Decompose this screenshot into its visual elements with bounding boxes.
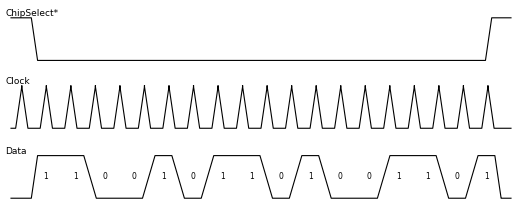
Text: 1: 1 xyxy=(161,172,166,181)
Text: 0: 0 xyxy=(366,172,372,181)
Text: Clock: Clock xyxy=(5,77,30,86)
Text: 0: 0 xyxy=(191,172,195,181)
Text: ChipSelect*: ChipSelect* xyxy=(5,9,58,18)
Text: 1: 1 xyxy=(73,172,78,181)
Text: 0: 0 xyxy=(278,172,283,181)
Text: Data: Data xyxy=(5,147,27,156)
Text: 1: 1 xyxy=(220,172,224,181)
Text: 1: 1 xyxy=(308,172,313,181)
Text: 0: 0 xyxy=(102,172,107,181)
Text: 1: 1 xyxy=(249,172,254,181)
Text: 1: 1 xyxy=(396,172,401,181)
Text: 1: 1 xyxy=(44,172,49,181)
Text: 0: 0 xyxy=(337,172,342,181)
Text: 0: 0 xyxy=(455,172,459,181)
Text: 1: 1 xyxy=(425,172,430,181)
Text: 1: 1 xyxy=(484,172,489,181)
Text: 0: 0 xyxy=(132,172,137,181)
